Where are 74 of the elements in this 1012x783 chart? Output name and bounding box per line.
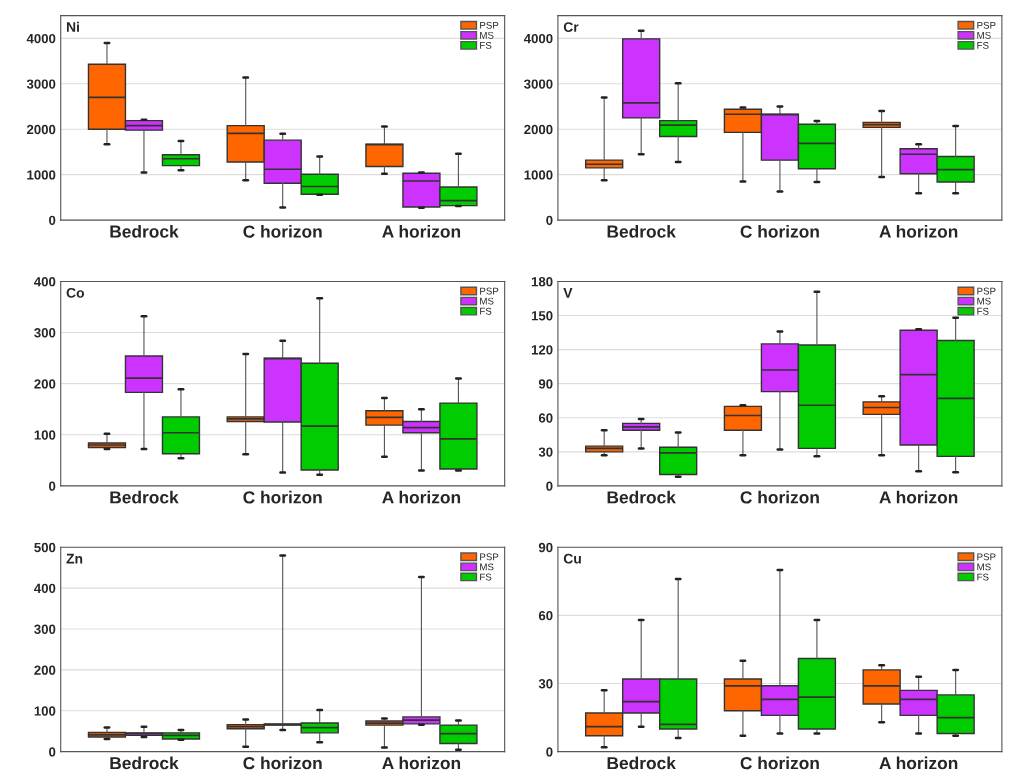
legend-label: FS — [480, 307, 492, 315]
y-tick-label: 4000 — [26, 33, 56, 44]
y-tick-label: 60 — [538, 413, 553, 423]
y-tick-label: 500 — [34, 542, 56, 553]
y-tick-label: 90 — [538, 542, 553, 553]
x-tick-label: A horizon — [879, 490, 958, 504]
legend-label: FS — [480, 573, 492, 581]
x-tick-label: Bedrock — [607, 490, 676, 504]
y-tick-label: 4000 — [523, 33, 553, 44]
y-tick-label: 400 — [34, 277, 56, 287]
y-tick-label: 300 — [34, 328, 56, 338]
y-tick-label: 1000 — [524, 170, 553, 180]
y-tick-label: 100 — [34, 430, 56, 440]
x-tick-label: Bedrock — [110, 224, 179, 238]
x-tick-label: C horizon — [740, 224, 819, 238]
chart-title: Co — [66, 287, 85, 298]
legend-label: PSP — [480, 21, 499, 29]
y-tick-label: 2000 — [26, 124, 56, 135]
y-tick-label: 0 — [546, 215, 553, 226]
chart-title: Cu — [563, 553, 581, 564]
y-tick-label: 30 — [538, 447, 553, 457]
y-tick-label: 200 — [34, 665, 56, 675]
x-tick-label: Bedrock — [110, 490, 179, 504]
x-tick-label: A horizon — [382, 756, 461, 770]
x-tick-label: Bedrock — [607, 224, 676, 238]
x-tick-label: C horizon — [740, 490, 819, 504]
y-tick-label: 300 — [34, 624, 56, 634]
y-tick-label: 3000 — [26, 79, 56, 89]
y-tick-label: 180 — [531, 277, 553, 287]
legend-label: MS — [977, 297, 991, 305]
x-tick-label: C horizon — [243, 490, 322, 504]
chart-title: Zn — [66, 553, 83, 564]
y-tick-label: 150 — [531, 311, 553, 321]
x-tick-label: A horizon — [382, 490, 461, 504]
y-tick-label: 30 — [538, 679, 553, 689]
y-tick-label: 3000 — [524, 79, 553, 89]
legend-label: MS — [977, 563, 991, 571]
x-tick-label: C horizon — [243, 756, 322, 770]
legend-label: MS — [480, 563, 494, 571]
legend-label: FS — [977, 307, 989, 315]
legend-label: PSP — [977, 553, 996, 561]
y-tick-label: 200 — [34, 379, 56, 389]
y-tick-label: 120 — [531, 345, 553, 355]
x-tick-label: Bedrock — [110, 756, 179, 770]
y-tick-label: 0 — [546, 481, 553, 491]
legend-label: PSP — [480, 287, 499, 295]
y-tick-label: 2000 — [524, 124, 553, 135]
legend-label: PSP — [977, 287, 996, 295]
legend-label: PSP — [977, 21, 996, 29]
y-tick-label: 0 — [546, 747, 553, 757]
chart-title: Cr — [563, 22, 579, 32]
x-tick-label: A horizon — [879, 224, 958, 238]
x-tick-label: Bedrock — [607, 756, 676, 770]
y-tick-label: 0 — [49, 215, 56, 226]
chart-title: Ni — [66, 21, 79, 32]
y-tick-label: 400 — [34, 583, 56, 594]
x-tick-label: A horizon — [879, 756, 958, 770]
x-tick-label: C horizon — [243, 224, 322, 238]
legend-label: FS — [977, 573, 989, 581]
legend-label: FS — [480, 41, 492, 49]
y-tick-label: 1000 — [27, 170, 56, 180]
y-tick-label: 0 — [49, 481, 56, 491]
y-tick-label: 100 — [34, 706, 56, 716]
chart-title: V — [563, 288, 573, 298]
legend-label: MS — [480, 31, 494, 39]
x-tick-label: A horizon — [382, 224, 461, 238]
y-tick-label: 0 — [49, 747, 56, 757]
legend-label: PSP — [480, 553, 499, 561]
legend-label: MS — [480, 297, 494, 305]
y-tick-label: 90 — [538, 379, 553, 389]
y-tick-label: 60 — [538, 610, 553, 621]
legend-label: MS — [977, 31, 991, 39]
x-tick-label: C horizon — [740, 756, 819, 770]
legend-label: FS — [977, 41, 989, 49]
